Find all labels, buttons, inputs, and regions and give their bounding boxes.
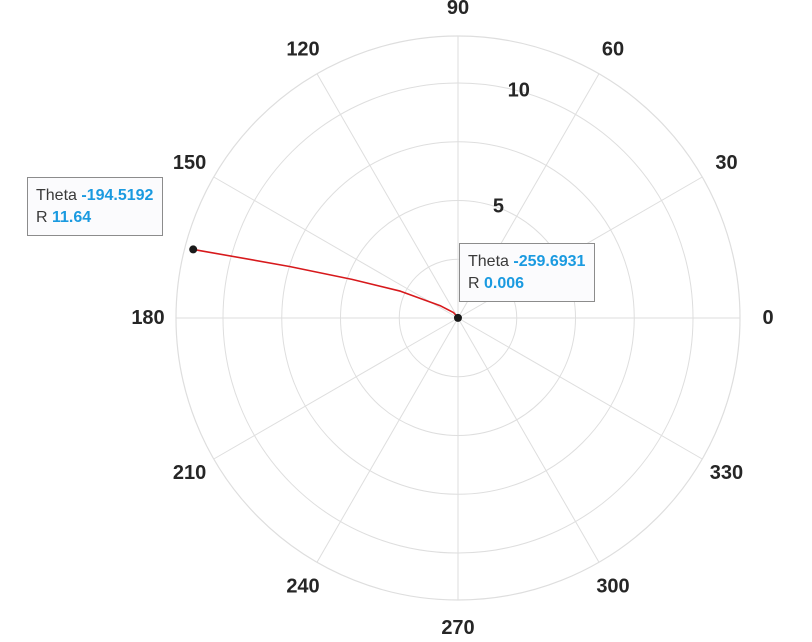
- circular-gridline: [281, 141, 635, 495]
- radial-gridline: [316, 317, 459, 563]
- series-group: [193, 248, 459, 319]
- series-line: [193, 248, 459, 319]
- radial-gridline: [457, 317, 600, 563]
- circular-gridline: [340, 200, 576, 436]
- theta-tick-label: 180: [131, 307, 164, 329]
- theta-tick-label: 300: [596, 575, 629, 597]
- theta-tick-label: 120: [286, 39, 319, 61]
- datatip-origin[interactable]: Theta -259.6931 R 0.006: [459, 243, 596, 302]
- datatip-outer[interactable]: Theta -194.5192 R 11.64: [27, 177, 164, 236]
- r-tick-labels: 5 10: [493, 80, 530, 218]
- datatip-marker: [453, 313, 462, 322]
- datatip-theta-value: -259.6931: [513, 253, 586, 270]
- theta-tick-label: 0: [762, 307, 773, 329]
- radial-gridline: [457, 317, 703, 460]
- theta-tick-label: 270: [441, 617, 474, 639]
- datatip-theta-value: -194.5192: [81, 187, 154, 204]
- datatip-r-label: R: [468, 275, 480, 292]
- theta-tick-label: 60: [602, 39, 624, 61]
- theta-tick-label: 240: [286, 575, 319, 597]
- datatip-theta-row: Theta -259.6931: [468, 251, 585, 273]
- theta-tick-label: 90: [447, 0, 469, 19]
- theta-tick-label: 330: [710, 462, 743, 484]
- theta-tick-label: 210: [173, 462, 206, 484]
- datatip-r-label: R: [36, 209, 48, 226]
- circular-gridline: [398, 258, 518, 378]
- datatip-r-row: R 0.006: [468, 273, 585, 295]
- theta-tick-label: 150: [173, 152, 206, 174]
- radial-gridline: [213, 317, 459, 460]
- datatip-theta-label: Theta: [468, 253, 509, 270]
- circular-gridline: [222, 82, 694, 554]
- datatip-markers: [189, 245, 462, 322]
- radial-gridline: [316, 73, 459, 319]
- datatip-theta-label: Theta: [36, 187, 77, 204]
- r-tick-label: 10: [508, 80, 530, 102]
- polar-outer-ring: [175, 35, 741, 601]
- datatip-r-row: R 11.64: [36, 207, 153, 229]
- radial-gridline: [213, 176, 459, 319]
- datatip-theta-row: Theta -194.5192: [36, 185, 153, 207]
- datatip-r-value: 0.006: [484, 275, 525, 292]
- polar-grid: [175, 35, 741, 601]
- datatip-r-value: 11.64: [52, 209, 92, 226]
- theta-tick-label: 30: [715, 152, 737, 174]
- r-tick-label: 5: [493, 195, 504, 217]
- datatip-marker: [189, 245, 198, 254]
- theta-tick-labels: 0 30 60 90 120 150 180 210 240 270 300 330: [131, 0, 773, 639]
